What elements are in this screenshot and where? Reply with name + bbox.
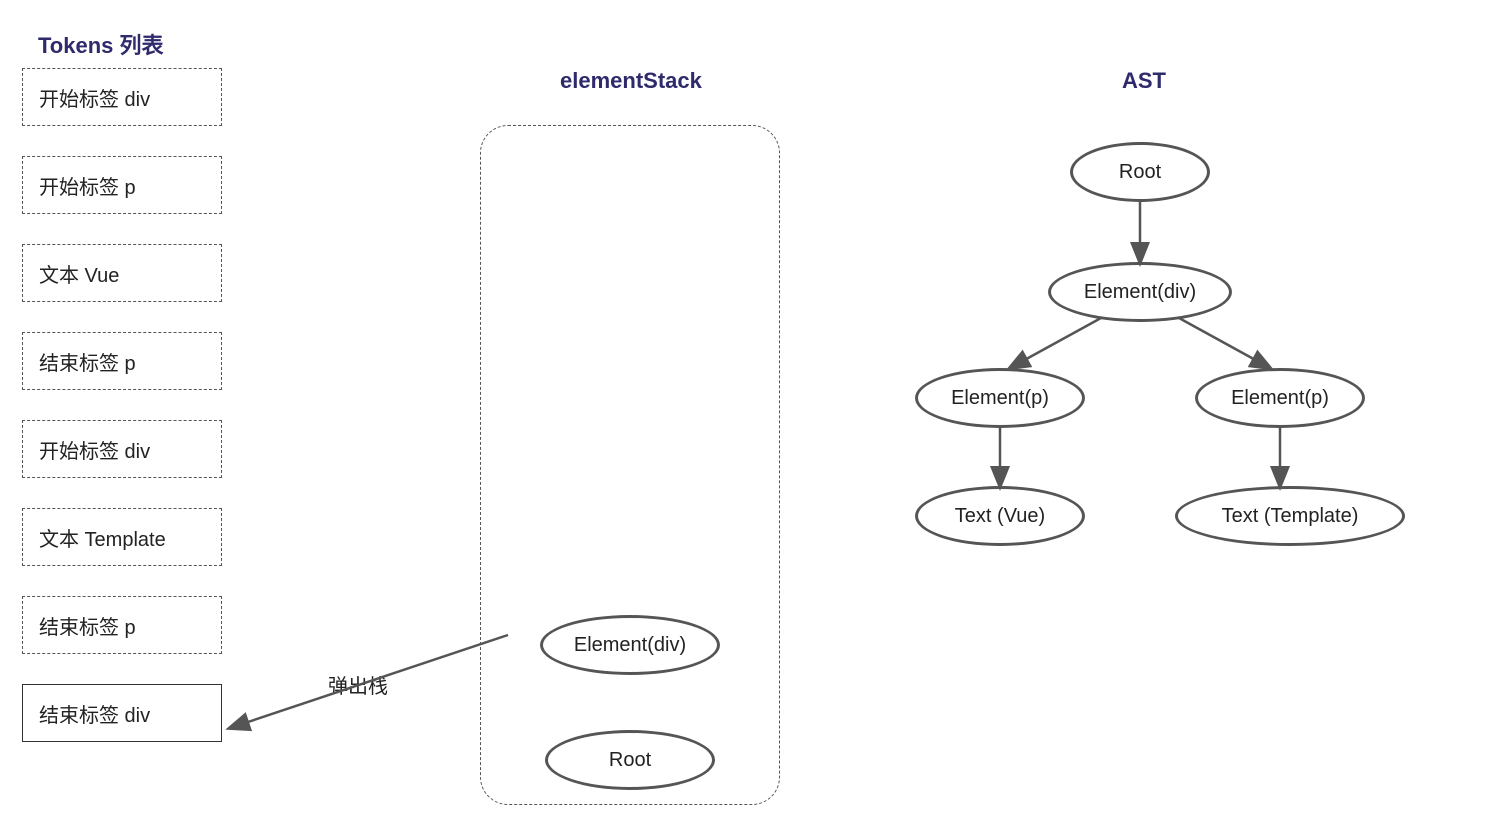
token-box: 文本 Template xyxy=(22,508,222,566)
ast-title: AST xyxy=(1122,68,1166,94)
token-box: 结束标签 p xyxy=(22,596,222,654)
ast-node: Element(p) xyxy=(915,368,1085,428)
elementstack-title: elementStack xyxy=(560,68,702,94)
token-box: 开始标签 div xyxy=(22,68,222,126)
stack-node: Root xyxy=(545,730,715,790)
token-box: 结束标签 p xyxy=(22,332,222,390)
token-box: 开始标签 div xyxy=(22,420,222,478)
stack-node: Element(div) xyxy=(540,615,720,675)
token-box: 开始标签 p xyxy=(22,156,222,214)
ast-node: Text (Vue) xyxy=(915,486,1085,546)
ast-node: Element(div) xyxy=(1048,262,1232,322)
token-box: 文本 Vue xyxy=(22,244,222,302)
pop-label: 弹出栈 xyxy=(328,670,388,699)
element-stack-container xyxy=(480,125,780,805)
ast-node: Root xyxy=(1070,142,1210,202)
ast-node: Element(p) xyxy=(1195,368,1365,428)
tokens-title: Tokens 列表 xyxy=(38,28,164,60)
token-box: 结束标签 div xyxy=(22,684,222,742)
ast-node: Text (Template) xyxy=(1175,486,1405,546)
